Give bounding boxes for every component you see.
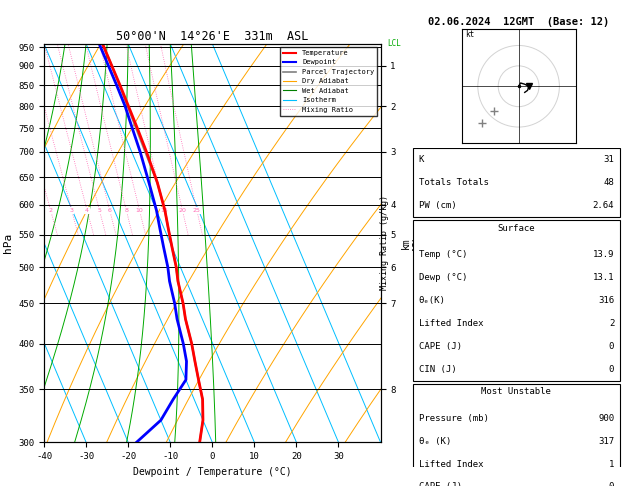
Text: 6: 6 [108, 208, 112, 213]
Text: 8: 8 [125, 208, 128, 213]
Text: 4: 4 [85, 208, 89, 213]
Text: Pressure (mb): Pressure (mb) [419, 414, 489, 423]
Y-axis label: hPa: hPa [3, 233, 13, 253]
Text: Lifted Index: Lifted Index [419, 460, 483, 469]
Bar [413, 148, 620, 217]
Text: θₑ(K): θₑ(K) [419, 296, 445, 305]
Text: 3: 3 [70, 208, 74, 213]
Text: 900: 900 [598, 414, 614, 423]
Text: 25: 25 [193, 208, 201, 213]
Text: 10: 10 [136, 208, 143, 213]
Text: PW (cm): PW (cm) [419, 201, 456, 210]
Text: LCL: LCL [387, 39, 401, 48]
Text: Mixing Ratio (g/kg): Mixing Ratio (g/kg) [381, 195, 389, 291]
Text: 317: 317 [598, 436, 614, 446]
Text: Temp (°C): Temp (°C) [419, 250, 467, 259]
Text: Most Unstable: Most Unstable [481, 387, 552, 396]
Text: 20: 20 [179, 208, 186, 213]
Text: CAPE (J): CAPE (J) [419, 483, 462, 486]
Text: 2: 2 [48, 208, 53, 213]
Bar [413, 220, 620, 381]
Text: Totals Totals: Totals Totals [419, 178, 489, 187]
Text: 13.1: 13.1 [593, 273, 614, 282]
Text: 1: 1 [609, 460, 614, 469]
Text: 13.9: 13.9 [593, 250, 614, 259]
Text: kt: kt [465, 30, 475, 39]
Text: Lifted Index: Lifted Index [419, 319, 483, 328]
Bar [413, 384, 620, 486]
Text: 0: 0 [609, 342, 614, 351]
Text: 5: 5 [97, 208, 101, 213]
Text: 0: 0 [609, 364, 614, 374]
X-axis label: Dewpoint / Temperature (°C): Dewpoint / Temperature (°C) [133, 467, 292, 477]
Text: 48: 48 [603, 178, 614, 187]
Text: CIN (J): CIN (J) [419, 364, 456, 374]
Text: Dewp (°C): Dewp (°C) [419, 273, 467, 282]
Text: Surface: Surface [498, 224, 535, 233]
Text: 316: 316 [598, 296, 614, 305]
Text: 15: 15 [160, 208, 168, 213]
Text: K: K [419, 155, 424, 164]
Text: 31: 31 [603, 155, 614, 164]
Text: 0: 0 [609, 483, 614, 486]
Text: 2: 2 [609, 319, 614, 328]
Text: θₑ (K): θₑ (K) [419, 436, 451, 446]
Y-axis label: km
ASL: km ASL [401, 234, 423, 252]
Text: 2.64: 2.64 [593, 201, 614, 210]
Legend: Temperature, Dewpoint, Parcel Trajectory, Dry Adiabat, Wet Adiabat, Isotherm, Mi: Temperature, Dewpoint, Parcel Trajectory… [280, 47, 377, 116]
Text: CAPE (J): CAPE (J) [419, 342, 462, 351]
Title: 50°00'N  14°26'E  331m  ASL: 50°00'N 14°26'E 331m ASL [116, 30, 308, 43]
Text: 02.06.2024  12GMT  (Base: 12): 02.06.2024 12GMT (Base: 12) [428, 17, 610, 27]
